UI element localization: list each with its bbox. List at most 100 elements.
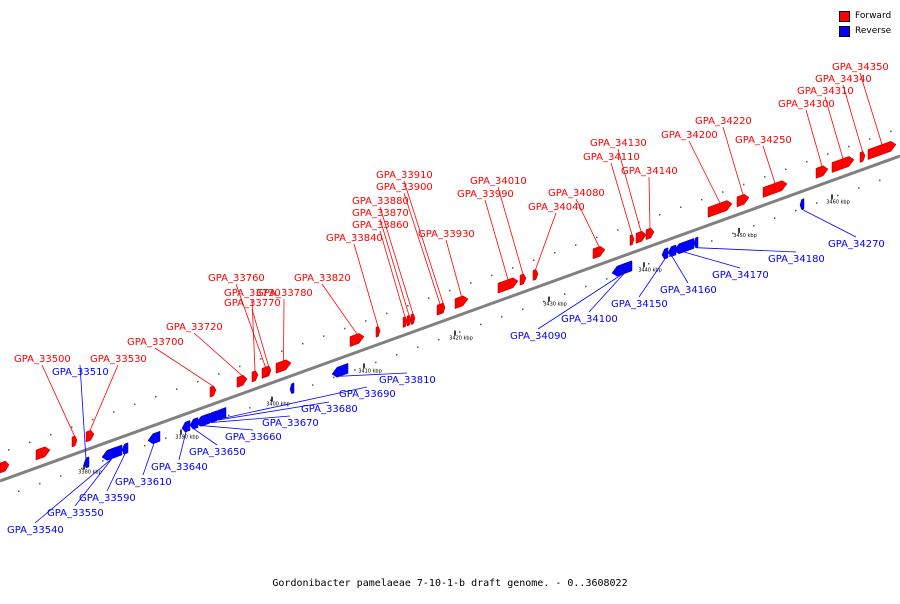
gene-label-reverse: GPA_34100 [561,314,618,325]
gene-leader-line [223,386,368,419]
gene-forward [410,313,416,325]
gene-forward [85,429,95,443]
track-dot [480,323,482,326]
gene-leader-line [445,239,462,297]
gene-label-forward: GPA_34010 [470,176,527,187]
gene-label-reverse: GPA_33670 [262,418,319,429]
track-dot [407,305,409,307]
gene-forward [0,460,10,474]
track-dot [344,327,346,330]
gene-label-reverse: GPA_33690 [339,389,396,400]
gene-forward [236,374,248,388]
track-dot [848,145,850,148]
gene-label-forward: GPA_33780 [256,288,313,299]
gene-label-reverse: GPA_33660 [225,432,282,443]
track-dot [386,312,388,315]
gene-label-forward: GPA_33840 [326,233,383,244]
track-dot [81,467,83,470]
track-dot [239,365,241,368]
track-dot [491,274,493,277]
gene-label-forward: GPA_34130 [590,138,647,149]
gene-label-forward: GPA_33870 [352,208,409,219]
gene-reverse [661,247,669,260]
gene-label-forward: GPA_33880 [352,196,409,207]
gene-label-reverse: GPA_33510 [52,367,109,378]
legend-reverse: Reverse [839,25,891,37]
gene-label-reverse: GPA_33550 [47,508,104,519]
gene-label-forward: GPA_34250 [735,135,792,146]
track-dot [60,475,62,477]
gene-leader-line [379,230,406,317]
gene-label-reverse: GPA_34090 [510,331,567,342]
gene-forward [402,316,408,328]
track-dot [260,358,262,360]
gene-label-forward: GPA_33930 [418,229,475,240]
gene-forward [497,277,519,294]
tick-label: 3420 kbp [449,336,473,342]
track-dot [354,369,356,371]
gene-reverse [673,238,695,255]
gene-leader-line [74,458,113,507]
gene-leader-line [842,84,863,152]
track-dot [858,187,860,189]
gene-forward [406,314,412,327]
gene-forward [645,227,655,241]
track-dot [795,209,797,212]
track-dot [50,433,52,436]
gene-forward [349,333,365,347]
gene-reverse [799,198,805,210]
gene-label-forward: GPA_34110 [583,152,640,163]
gene-forward [762,180,788,198]
gene-forward [815,165,829,179]
track-dot [543,300,545,303]
gene-leader-line [484,199,509,280]
track-dot [144,445,146,447]
track-dot [470,282,472,284]
gene-forward [532,269,539,281]
gene-leader-line [671,256,689,284]
gene-forward [592,245,606,260]
track-dot [680,206,682,208]
tick-label: 3380 kbp [78,470,102,476]
track-dot [564,293,566,295]
gene-reverse [107,446,117,460]
gene-leader-line [648,176,651,229]
track-dot [365,320,367,322]
track-dot [228,414,230,417]
gene-leader-line [235,283,266,368]
tick-label: 3400 kbp [266,402,290,408]
gene-label-reverse: GPA_33810 [379,375,436,386]
gene-forward [375,326,381,338]
track-dot [417,346,419,348]
gene-leader-line [379,218,410,316]
track-dot [165,437,167,439]
legend-reverse-swatch [839,25,850,37]
gene-forward [736,193,750,208]
track-dot [554,251,556,254]
gene-leader-line [251,308,269,367]
track-dot [375,361,377,364]
backbone-line [0,154,900,483]
gene-label-forward: GPA_33770 [224,298,281,309]
track-dot [596,236,598,239]
gene-reverse [221,407,227,419]
gene-leader-line [106,453,126,492]
gene-label-reverse: GPA_34170 [712,270,769,281]
track-dot [711,240,713,242]
gene-leader-line [283,298,285,361]
track-dot [312,384,314,386]
track-dot [459,331,461,333]
gene-reverse [121,442,129,455]
gene-leader-line [79,364,87,468]
gene-reverse [693,236,699,249]
gene-leader-line [193,428,218,446]
gene-leader-line [537,274,623,330]
track-dot [333,376,335,379]
gene-label-reverse: GPA_34180 [768,254,825,265]
track-dot [774,217,776,219]
track-dot [197,380,199,383]
gene-forward [440,302,446,315]
gene-label-forward: GPA_33990 [457,189,514,200]
track-dot [428,297,430,299]
track-dot [102,460,104,462]
